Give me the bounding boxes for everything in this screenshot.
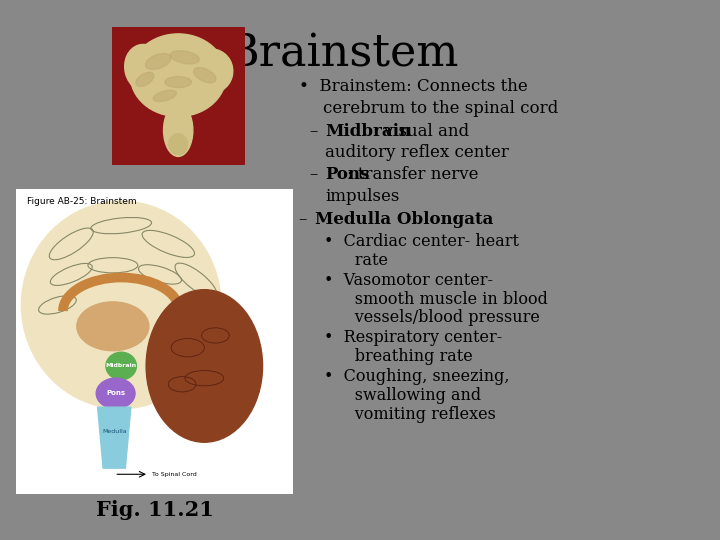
Text: Brainstem: Brainstem	[227, 32, 459, 76]
Text: –: –	[299, 211, 318, 227]
Text: : transfer nerve: : transfer nerve	[347, 166, 479, 183]
Text: auditory reflex center: auditory reflex center	[325, 144, 509, 161]
Polygon shape	[98, 407, 131, 468]
Text: Midbrain: Midbrain	[325, 123, 412, 139]
Text: •  Brainstem: Connects the: • Brainstem: Connects the	[299, 78, 528, 95]
Text: :: :	[452, 211, 458, 227]
Ellipse shape	[125, 44, 165, 92]
Ellipse shape	[136, 72, 154, 86]
Ellipse shape	[171, 51, 199, 64]
Text: breathing rate: breathing rate	[324, 348, 473, 365]
Ellipse shape	[22, 201, 221, 409]
Ellipse shape	[194, 68, 216, 83]
Text: : visual and: : visual and	[373, 123, 469, 139]
Ellipse shape	[145, 53, 171, 70]
Ellipse shape	[146, 289, 263, 442]
Ellipse shape	[190, 49, 233, 93]
Ellipse shape	[77, 302, 149, 350]
Text: rate: rate	[324, 252, 388, 269]
Text: smooth muscle in blood: smooth muscle in blood	[324, 291, 548, 307]
Text: •  Coughing, sneezing,: • Coughing, sneezing,	[324, 368, 510, 385]
Text: impulses: impulses	[325, 188, 400, 205]
Text: Medulla Oblongata: Medulla Oblongata	[315, 211, 493, 227]
Ellipse shape	[163, 104, 193, 157]
Ellipse shape	[130, 34, 226, 117]
Ellipse shape	[153, 90, 176, 102]
Text: Pons: Pons	[325, 166, 370, 183]
Text: To Spinal Cord: To Spinal Cord	[152, 472, 197, 477]
Text: vomiting reflexes: vomiting reflexes	[324, 406, 496, 423]
Text: •  Vasomotor center-: • Vasomotor center-	[324, 272, 493, 288]
Text: Pons: Pons	[106, 390, 125, 396]
Text: Midbrain: Midbrain	[106, 363, 137, 368]
Text: swallowing and: swallowing and	[324, 387, 481, 404]
Text: –: –	[310, 123, 328, 139]
Text: •  Cardiac center- heart: • Cardiac center- heart	[324, 233, 519, 250]
Ellipse shape	[169, 134, 187, 154]
Text: cerebrum to the spinal cord: cerebrum to the spinal cord	[323, 100, 558, 117]
Ellipse shape	[165, 77, 192, 87]
Ellipse shape	[96, 378, 135, 409]
Text: Medulla: Medulla	[102, 429, 127, 434]
Text: Fig. 11.21: Fig. 11.21	[96, 500, 214, 519]
Ellipse shape	[106, 352, 136, 380]
Text: Figure AB-25: Brainstem: Figure AB-25: Brainstem	[27, 197, 137, 206]
Text: vessels/blood pressure: vessels/blood pressure	[324, 309, 540, 326]
Text: •  Respiratory center-: • Respiratory center-	[324, 329, 503, 346]
Text: –: –	[310, 166, 328, 183]
